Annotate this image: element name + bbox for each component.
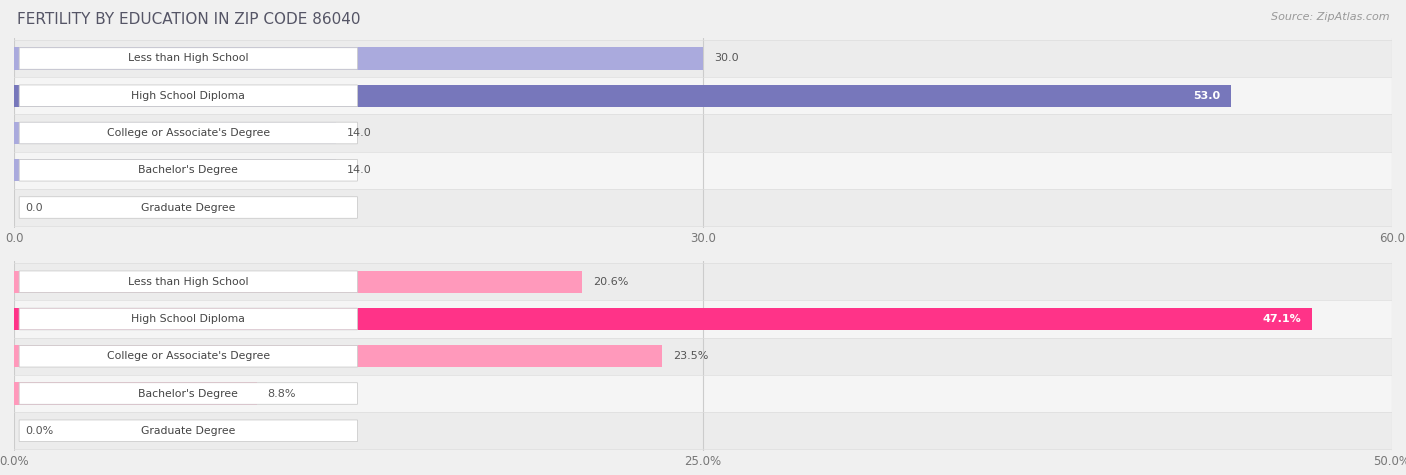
Text: College or Associate's Degree: College or Associate's Degree	[107, 128, 270, 138]
Text: 30.0: 30.0	[714, 54, 738, 64]
Text: Less than High School: Less than High School	[128, 277, 249, 287]
Bar	[14, 122, 336, 144]
Bar	[14, 152, 1392, 189]
Text: FERTILITY BY EDUCATION IN ZIP CODE 86040: FERTILITY BY EDUCATION IN ZIP CODE 86040	[17, 12, 360, 27]
Bar	[14, 114, 1392, 152]
Text: Less than High School: Less than High School	[128, 54, 249, 64]
Text: Graduate Degree: Graduate Degree	[141, 202, 236, 212]
Bar	[14, 159, 336, 181]
FancyBboxPatch shape	[20, 383, 357, 404]
Bar	[14, 338, 1392, 375]
Bar	[14, 40, 1392, 77]
Bar	[14, 412, 1392, 449]
Text: 23.5%: 23.5%	[672, 351, 709, 361]
Text: 53.0: 53.0	[1194, 91, 1220, 101]
Bar	[14, 77, 1392, 114]
Bar	[14, 85, 1232, 107]
Text: 14.0: 14.0	[347, 165, 371, 175]
Text: High School Diploma: High School Diploma	[131, 91, 245, 101]
Bar	[14, 300, 1392, 338]
Text: College or Associate's Degree: College or Associate's Degree	[107, 351, 270, 361]
FancyBboxPatch shape	[20, 308, 357, 330]
Text: Bachelor's Degree: Bachelor's Degree	[138, 165, 238, 175]
Bar	[14, 382, 256, 405]
Text: 0.0: 0.0	[25, 202, 42, 212]
FancyBboxPatch shape	[20, 420, 357, 442]
FancyBboxPatch shape	[20, 48, 357, 69]
Text: 47.1%: 47.1%	[1263, 314, 1301, 324]
Text: 8.8%: 8.8%	[267, 389, 297, 399]
FancyBboxPatch shape	[20, 160, 357, 181]
Bar	[14, 375, 1392, 412]
Text: 14.0: 14.0	[347, 128, 371, 138]
Text: Source: ZipAtlas.com: Source: ZipAtlas.com	[1271, 12, 1389, 22]
Bar	[14, 271, 582, 293]
Bar	[14, 189, 1392, 226]
Text: 20.6%: 20.6%	[593, 277, 628, 287]
Text: Bachelor's Degree: Bachelor's Degree	[138, 389, 238, 399]
FancyBboxPatch shape	[20, 122, 357, 144]
Bar	[14, 308, 1312, 330]
Bar	[14, 263, 1392, 300]
FancyBboxPatch shape	[20, 345, 357, 367]
Text: 0.0%: 0.0%	[25, 426, 53, 436]
FancyBboxPatch shape	[20, 197, 357, 218]
Text: Graduate Degree: Graduate Degree	[141, 426, 236, 436]
FancyBboxPatch shape	[20, 271, 357, 293]
FancyBboxPatch shape	[20, 85, 357, 106]
Bar	[14, 345, 662, 368]
Text: High School Diploma: High School Diploma	[131, 314, 245, 324]
Bar	[14, 48, 703, 70]
